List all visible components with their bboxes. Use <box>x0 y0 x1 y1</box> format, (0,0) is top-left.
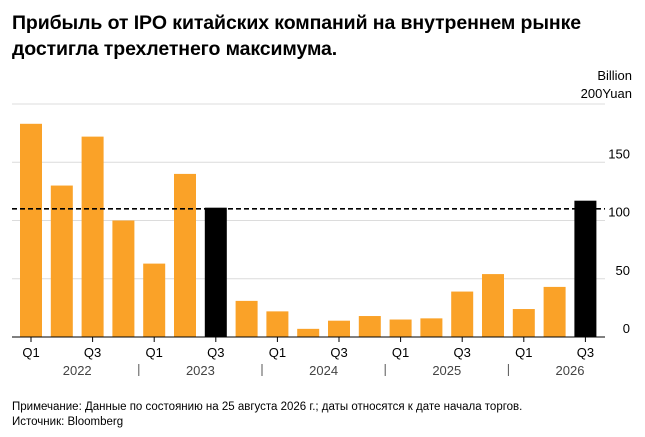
y-tick-label: 150 <box>608 146 630 161</box>
bar <box>235 300 258 337</box>
year-label: 2026 <box>556 363 585 378</box>
y-tick-label: 0 <box>623 321 630 336</box>
bar <box>512 309 535 337</box>
bar <box>143 263 166 337</box>
x-tick-label: Q1 <box>22 345 39 360</box>
bar <box>358 316 381 337</box>
year-label: 2025 <box>432 363 461 378</box>
x-tick-label: Q3 <box>454 345 471 360</box>
bar <box>420 318 443 337</box>
bar <box>81 136 104 337</box>
y-tick-label: 50 <box>616 263 630 278</box>
bar <box>112 220 135 337</box>
y-axis-unit-label: Billion <box>597 68 632 83</box>
gridlines <box>12 103 605 280</box>
x-tick-label: Q3 <box>577 345 594 360</box>
y-axis-ticks: 0 50 100 150 <box>608 146 630 336</box>
bar <box>574 200 597 337</box>
year-label: 2022 <box>63 363 92 378</box>
footer: Примечание: Данные по состоянию на 25 ав… <box>12 400 522 430</box>
x-axis-ticks: Q1 Q3 Q1 Q3 Q1 Q3 Q1 Q3 Q1 Q3 2022 2023 2024 2025 2026 <box>22 337 594 378</box>
bar <box>174 173 196 337</box>
bar <box>266 311 289 337</box>
x-tick-label: Q1 <box>392 345 409 360</box>
bar <box>50 185 73 337</box>
bar <box>451 291 474 337</box>
x-tick-label: Q1 <box>146 345 163 360</box>
source-note: Источник: Bloomberg <box>12 416 124 428</box>
footnote: Примечание: Данные по состоянию на 25 ав… <box>12 401 523 413</box>
bar <box>389 319 412 337</box>
year-label: 2023 <box>186 363 215 378</box>
bar <box>204 207 227 337</box>
x-tick-label: Q3 <box>84 345 101 360</box>
bar <box>543 286 566 337</box>
x-tick-label: Q3 <box>207 345 224 360</box>
bar <box>297 328 320 337</box>
x-tick-label: Q3 <box>330 345 347 360</box>
y-axis-unit-label-2: 200Yuan <box>581 86 632 101</box>
bar <box>328 320 350 337</box>
x-tick-label: Q1 <box>515 345 532 360</box>
x-tick-label: Q1 <box>269 345 286 360</box>
year-label: 2024 <box>309 363 338 378</box>
bar <box>482 274 504 337</box>
bars <box>20 123 597 338</box>
chart-title: Прибыль от IPO китайских компаний на вну… <box>12 12 581 60</box>
y-tick-label: 100 <box>608 205 630 220</box>
bar <box>20 123 42 338</box>
